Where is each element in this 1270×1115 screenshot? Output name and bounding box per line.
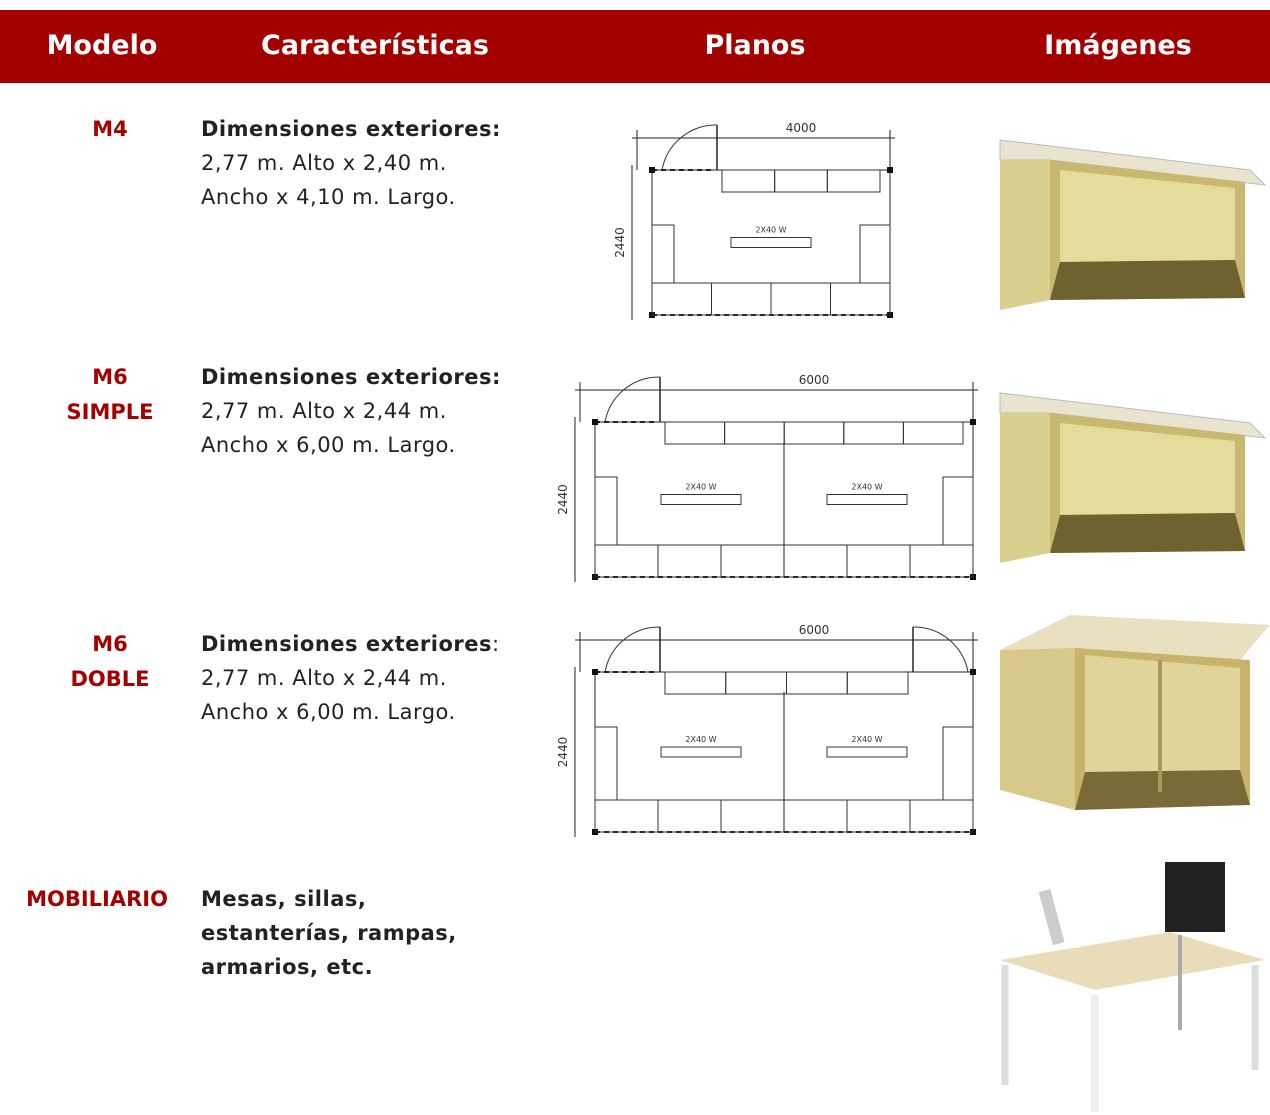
plan-cabinet (909, 544, 974, 578)
plan-desk (942, 476, 974, 546)
plan-desk (651, 224, 675, 284)
plan-desk (942, 726, 974, 801)
plan-door (912, 626, 969, 673)
model-name: MOBILIARIO (26, 887, 168, 911)
plan-cabinet (725, 671, 787, 695)
furniture-image (1000, 862, 1265, 1112)
column-header: Modelo (46, 30, 158, 61)
plan-cabinet (826, 169, 881, 193)
feature-text: estanterías, rampas, (201, 921, 457, 945)
model-name: SIMPLE (66, 400, 154, 424)
plan-cabinet (846, 671, 909, 695)
plan-desk (594, 476, 618, 546)
plan-width: 2440 (613, 227, 627, 258)
plan-cabinet (724, 421, 785, 445)
feature-label: Dimensiones exteriores: (201, 365, 501, 389)
plan-corner (592, 419, 598, 425)
plan-corner (649, 167, 655, 173)
plan-cabinet (770, 282, 831, 316)
feature-label: Dimensiones exteriores: (201, 632, 500, 656)
plan-corner (970, 669, 976, 675)
plan-cabinet (664, 421, 726, 445)
feature-text: Ancho x 4,10 m. Largo. (201, 185, 456, 209)
header-bar (0, 10, 1270, 83)
feature-text: Ancho x 6,00 m. Largo. (201, 433, 456, 457)
plan-cabinet (720, 544, 785, 578)
model-name: M6 (92, 365, 128, 389)
plan-desk (594, 726, 618, 801)
plan-cabinet (664, 671, 727, 695)
column-header: Planos (704, 30, 806, 61)
plan-door (604, 376, 661, 423)
model-name: M4 (92, 117, 128, 141)
plan-cabinet (651, 282, 712, 316)
plan-light-label: 2X40 W (851, 483, 882, 492)
plan-light-label: 2X40 W (755, 226, 786, 235)
plan-cabinet (774, 169, 828, 193)
plan-light-label: 2X40 W (851, 735, 882, 744)
plan-cabinet (783, 799, 848, 833)
plan-door (604, 626, 661, 673)
column-header: Imágenes (1044, 30, 1192, 61)
feature-text: armarios, etc. (201, 955, 374, 979)
plan-length: 6000 (799, 623, 830, 637)
plan-cabinet (909, 799, 974, 833)
feature-text: 2,77 m. Alto x 2,40 m. (201, 151, 447, 175)
plan-length: 6000 (799, 373, 830, 387)
plan-light-label: 2X40 W (685, 735, 716, 744)
plan-width: 2440 (556, 484, 570, 515)
plan-cabinet (902, 421, 964, 445)
feature-text: Ancho x 6,00 m. Largo. (201, 700, 456, 724)
feature-text: Mesas, sillas, (201, 887, 367, 911)
plan-desk (859, 224, 891, 284)
plan-cabinet (830, 282, 891, 316)
plan-cabinet (657, 799, 722, 833)
plan-cabinet (846, 799, 911, 833)
plan-cabinet (721, 169, 776, 193)
feature-text: 2,77 m. Alto x 2,44 m. (201, 666, 447, 690)
feature-label-text: Dimensiones exteriores: (201, 117, 501, 141)
model-name: DOBLE (70, 667, 150, 691)
plan-light (660, 494, 742, 505)
plan-light (660, 746, 742, 758)
container-image (1000, 615, 1270, 810)
container-image (999, 392, 1267, 563)
plan-cabinet (711, 282, 772, 316)
column-header: Características (261, 30, 489, 61)
plan-cabinet (783, 421, 845, 445)
container-image (999, 139, 1267, 310)
plan-length: 4000 (786, 121, 817, 135)
plan-cabinet (594, 799, 659, 833)
plan-light (730, 237, 812, 248)
plan-cabinet (720, 799, 785, 833)
plan-light-label: 2X40 W (685, 483, 716, 492)
model-name: M6 (92, 632, 128, 656)
plan-cabinet (783, 544, 848, 578)
plan-corner (887, 167, 893, 173)
plan-cabinet (846, 544, 911, 578)
plan-corner (592, 669, 598, 675)
plan-width: 2440 (556, 737, 570, 768)
plan-corner (970, 419, 976, 425)
feature-label-text: Dimensiones exteriores: (201, 365, 501, 389)
plan-cabinet (657, 544, 722, 578)
plan-door (661, 124, 718, 171)
plan-light (826, 494, 908, 505)
plan-light (826, 746, 908, 758)
feature-text: 2,77 m. Alto x 2,44 m. (201, 399, 447, 423)
feature-label-text: Dimensiones exteriores (201, 632, 492, 656)
feature-label: Dimensiones exteriores: (201, 117, 501, 141)
plan-cabinet (594, 544, 659, 578)
feature-colon: : (491, 632, 500, 656)
plan-cabinet (843, 421, 904, 445)
plan-cabinet (786, 671, 848, 695)
